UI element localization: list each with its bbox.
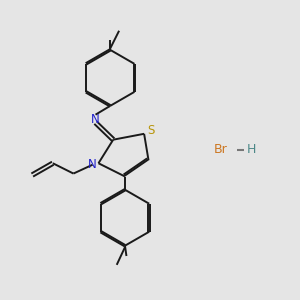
Text: S: S: [147, 124, 154, 137]
Text: N: N: [91, 112, 100, 126]
Text: H: H: [247, 143, 256, 157]
Text: N: N: [88, 158, 96, 171]
Text: Br: Br: [214, 143, 227, 157]
